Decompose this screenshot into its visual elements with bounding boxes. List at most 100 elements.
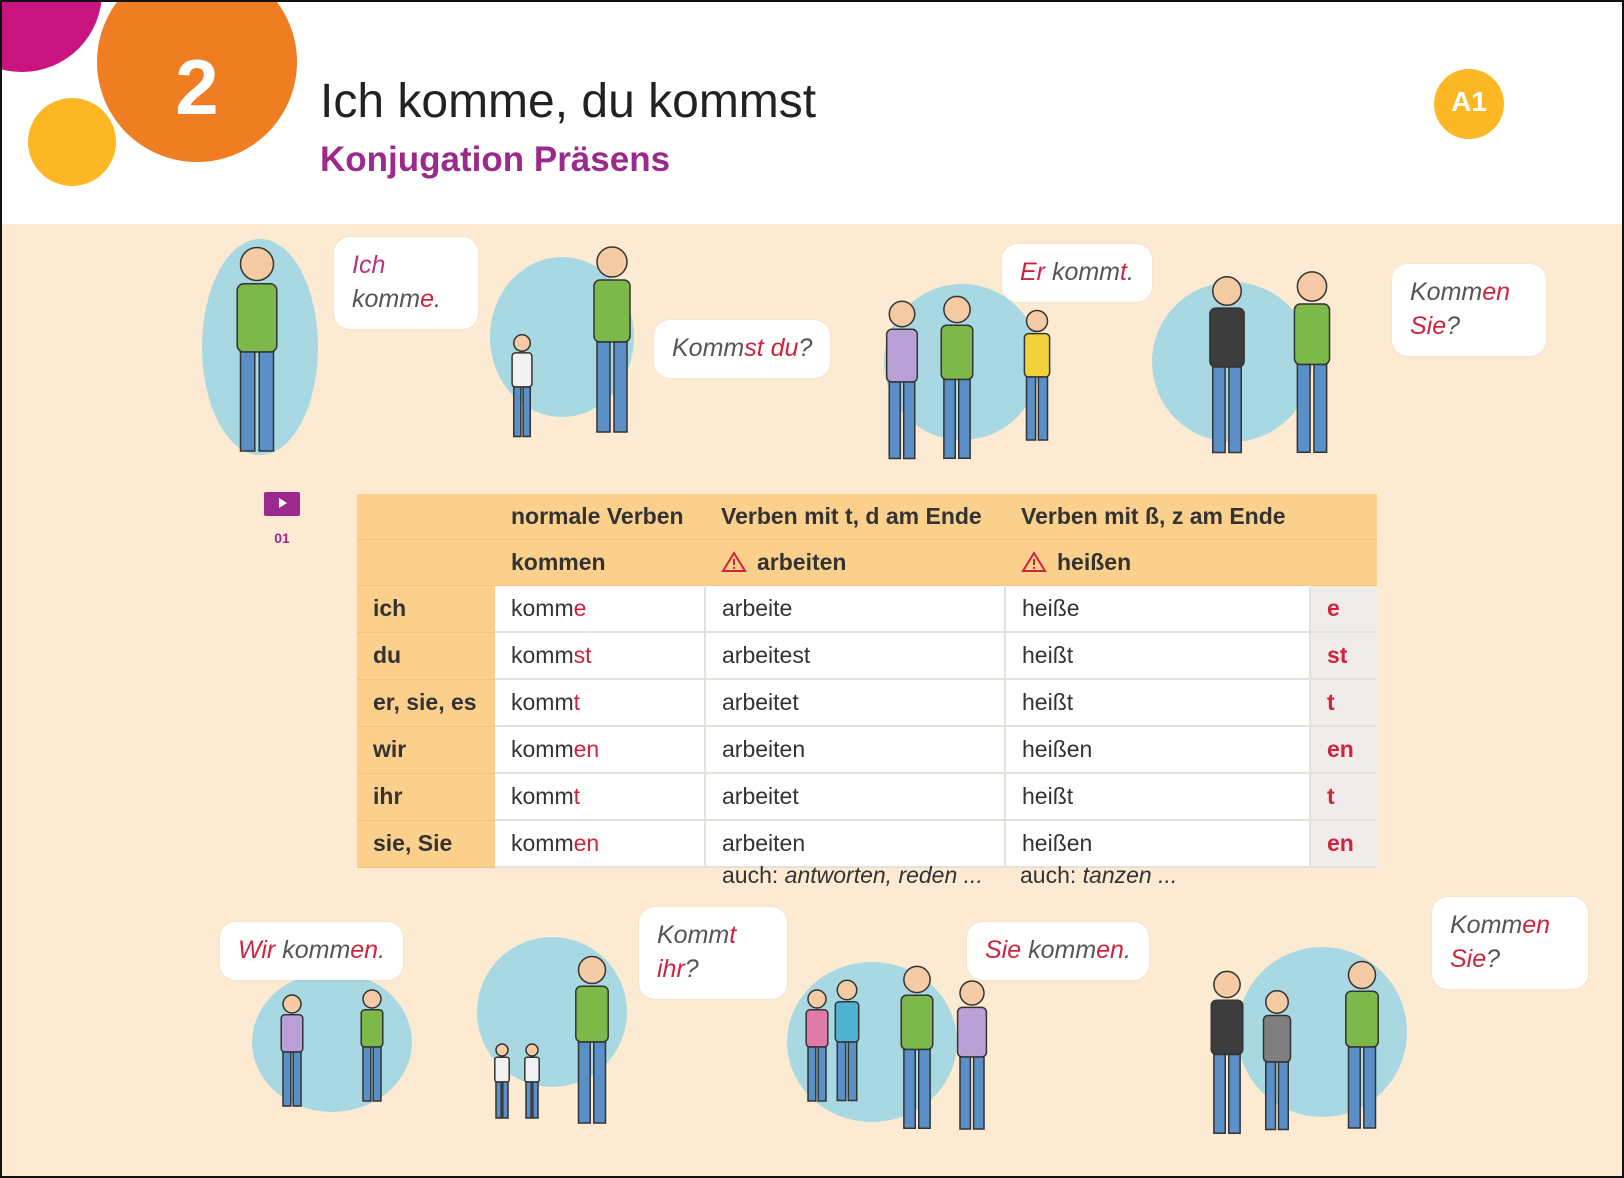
table-cell: heißen	[1005, 726, 1311, 774]
head	[1265, 990, 1289, 1014]
table-cell: kommst	[495, 632, 706, 680]
subtitle: Konjugation Präsens	[320, 140, 671, 179]
leg	[593, 1041, 607, 1124]
header: 2 Ich komme, du kommst Konjugation Präse…	[2, 2, 1622, 224]
leg	[522, 386, 531, 438]
leg	[1037, 376, 1049, 441]
text-part: Sie	[985, 936, 1022, 964]
leg	[1296, 363, 1311, 453]
table-cell: t	[1310, 679, 1377, 727]
cell-text: e	[1327, 595, 1340, 621]
leg	[888, 381, 902, 460]
header-text: normale Verben	[511, 503, 684, 529]
warning-triangle	[1021, 551, 1047, 572]
torso	[593, 279, 631, 343]
text-part: ihr	[657, 954, 685, 983]
text-part: en	[573, 736, 600, 762]
text-part: Wir	[238, 936, 276, 964]
text-part: st	[573, 642, 592, 668]
text-part: Komm	[1450, 911, 1523, 939]
backdrop	[1237, 947, 1407, 1117]
text-part: en	[1096, 936, 1124, 964]
text-part: en	[350, 936, 379, 964]
torso	[1023, 332, 1051, 378]
table-row: sie, Sie kommen arbeiten heißen en	[357, 820, 1377, 868]
video-icon	[264, 492, 300, 516]
leg	[258, 351, 275, 452]
leg	[1277, 1061, 1289, 1131]
warning-icon	[721, 551, 747, 572]
speech-bubble: Kommst du?	[654, 320, 831, 378]
text-part: ?	[1486, 944, 1501, 973]
warning-icon	[1021, 551, 1047, 572]
leg	[902, 381, 916, 460]
table-row: wir kommen arbeiten heißen en	[357, 726, 1377, 774]
head	[1212, 276, 1242, 306]
table-cell: er, sie, es	[357, 679, 495, 727]
speech-bubble: Kommt ihr?	[639, 907, 787, 999]
cell-text: arbeitet	[722, 783, 799, 809]
head	[239, 246, 275, 282]
leg	[1265, 1061, 1277, 1131]
text-part: komm	[511, 689, 574, 715]
torso	[805, 1009, 829, 1048]
video-label: 01	[274, 530, 290, 546]
leg	[577, 1041, 591, 1124]
header-row: normale Verben Verben mit t, d am Ende Ver…	[357, 494, 1377, 540]
also-note: auch: tanzen ...	[1020, 862, 1177, 889]
speech-bubble: Er kommt.	[1002, 244, 1152, 302]
cell-text: ich	[373, 595, 407, 622]
leg	[918, 1048, 931, 1129]
header-cell: normale Verben	[495, 494, 705, 540]
text-part: komm	[352, 284, 421, 313]
head	[888, 300, 916, 328]
backdrop	[252, 972, 412, 1112]
table-cell: heißt	[1005, 679, 1311, 727]
text-part: Sie	[1410, 311, 1447, 340]
cell-text: arbeiten	[722, 736, 806, 762]
level-badge	[1434, 69, 1504, 139]
torso	[1293, 303, 1331, 366]
header-text: heißen	[1057, 549, 1132, 575]
leg	[807, 1046, 817, 1102]
table-cell: t	[1310, 773, 1377, 821]
leg	[817, 1046, 827, 1102]
torso	[236, 283, 278, 353]
leg	[959, 1056, 972, 1130]
leg	[292, 1051, 302, 1107]
deco-circle	[28, 98, 116, 186]
conjugation-table: normale Verben Verben mit t, d am Ende Ver…	[357, 494, 1377, 868]
cell-text: sie, Sie	[373, 830, 453, 856]
table-row: er, sie, es kommt arbeitet heißt t	[357, 679, 1377, 727]
torso	[885, 328, 919, 383]
head	[959, 980, 985, 1006]
table-cell: ich	[357, 585, 495, 633]
text-part: komm	[511, 595, 574, 621]
head	[513, 334, 531, 352]
torso	[1210, 999, 1244, 1056]
text-part: komm	[511, 783, 574, 809]
also-note: auch: antworten, reden ...	[722, 862, 983, 889]
text-part: Komm	[657, 921, 730, 949]
table-cell: ihr	[357, 773, 495, 821]
leg	[1213, 1053, 1226, 1134]
title: Ich komme, du kommst	[320, 75, 817, 128]
head	[807, 989, 827, 1009]
header-text: Verben mit t, d am Ende	[721, 503, 982, 529]
cell-text: arbeiten	[722, 830, 806, 856]
unit-number: 2	[175, 43, 219, 131]
leg	[1228, 366, 1243, 454]
head	[362, 989, 382, 1009]
table-cell: kommen	[495, 820, 706, 868]
text-part: ?	[684, 954, 699, 983]
head	[1025, 309, 1049, 333]
table-cell: en	[1310, 726, 1377, 774]
text-part: Komm	[1410, 278, 1483, 306]
header-cell	[1310, 539, 1377, 586]
text-part: Ich	[352, 251, 386, 279]
text-part: komm	[511, 736, 574, 762]
also-words: antworten, reden ...	[784, 862, 983, 888]
text-part: du	[770, 334, 799, 362]
